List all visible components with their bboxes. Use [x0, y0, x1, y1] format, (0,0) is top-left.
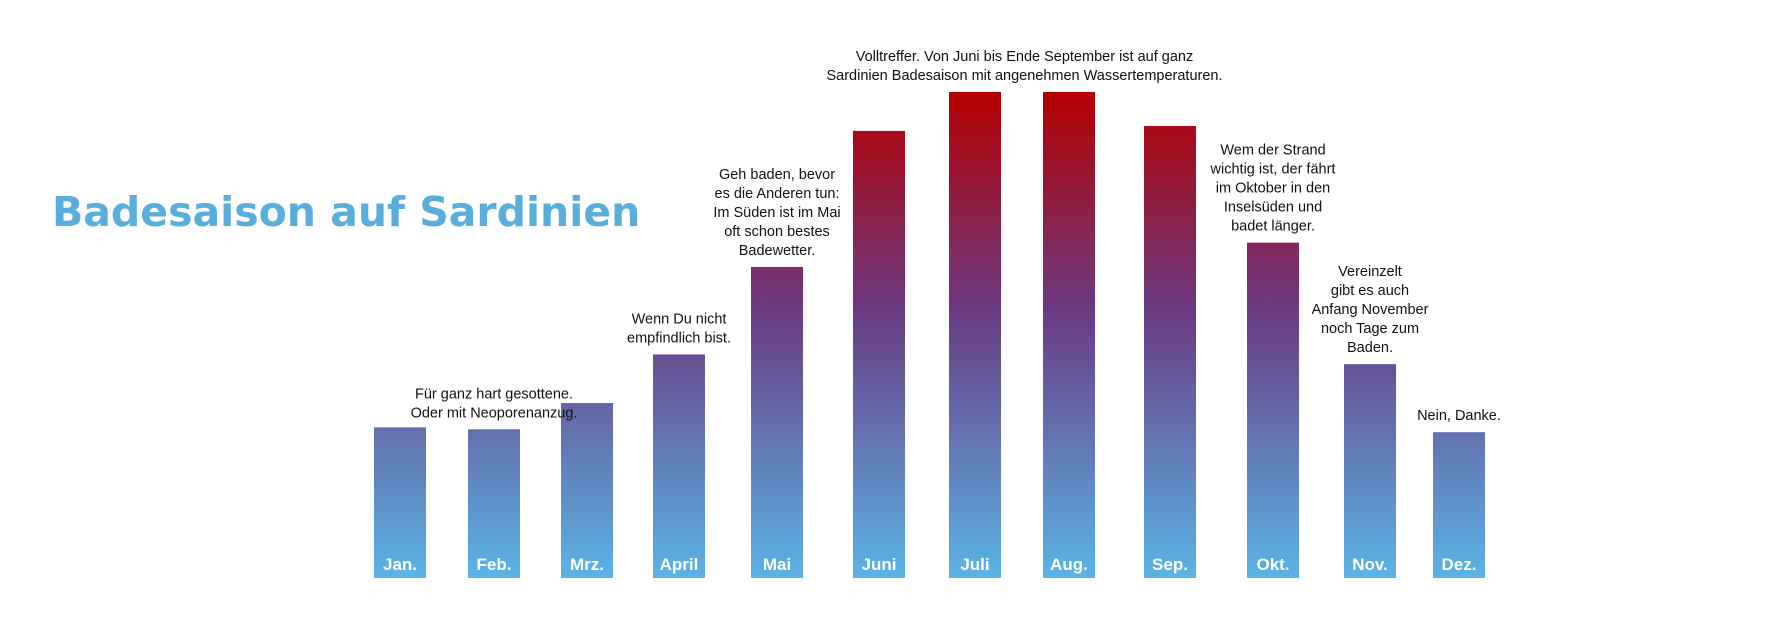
annotation-line: Geh baden, bevor — [719, 167, 835, 183]
month-label-dez: Dez. — [1442, 555, 1477, 574]
bar-mai — [751, 266, 803, 578]
bar-feb — [468, 429, 520, 578]
page-title: Badesaison auf Sardinien — [52, 188, 641, 236]
month-label-aug: Aug. — [1050, 555, 1088, 574]
annotation-nov: Vereinzelt gibt es auch Anfang November noc… — [1312, 264, 1429, 356]
annotation-line: Sardinien Badesaison mit angenehmen Wass… — [826, 68, 1222, 84]
month-label-feb: Feb. — [477, 555, 512, 574]
annotation-mai: Geh baden, bevor es die Anderen tun: Im Sü… — [713, 167, 840, 259]
annotation-line: oft schon bestes — [724, 224, 830, 240]
annotation-okt: Wem der Strand wichtig ist, der fährt im O… — [1210, 143, 1336, 235]
annotation-line: Oder mit Neoporenanzug. — [411, 405, 578, 421]
annotation-line: Wenn Du nicht — [632, 311, 727, 327]
annotation-line: Inselsüden und — [1224, 200, 1322, 216]
month-label-sep: Sep. — [1152, 555, 1188, 574]
bar-dez — [1433, 432, 1485, 578]
bar-okt — [1247, 242, 1299, 578]
annotation-line: badet länger. — [1231, 219, 1315, 235]
annotation-line: es die Anderen tun: — [715, 186, 840, 202]
annotation-line: Baden. — [1347, 340, 1393, 356]
annotation-dez: Nein, Danke. — [1417, 408, 1501, 424]
annotation-line: im Oktober in den — [1216, 181, 1330, 197]
bar-sep — [1144, 126, 1196, 579]
bar-aug — [1043, 92, 1095, 578]
annotations-group: Für ganz hart gesottene. Oder mit Neopore… — [411, 49, 1501, 424]
bars-group — [374, 92, 1485, 579]
annotation-line: Vereinzelt — [1338, 264, 1402, 280]
bar-april — [653, 354, 705, 578]
annotation-juli: Volltreffer. Von Juni bis Ende September… — [826, 49, 1222, 84]
annotation-line: wichtig ist, der fährt — [1210, 162, 1336, 178]
annotation-line: Im Süden ist im Mai — [713, 205, 840, 221]
month-label-jan: Jan. — [383, 555, 417, 574]
annotation-line: empfindlich bist. — [627, 330, 731, 346]
month-label-mrz: Mrz. — [570, 555, 604, 574]
annotation-line: noch Tage zum — [1321, 321, 1419, 337]
annotation-line: Nein, Danke. — [1417, 408, 1501, 424]
month-label-okt: Okt. — [1256, 555, 1289, 574]
month-label-mai: Mai — [763, 555, 791, 574]
annotation-line: Für ganz hart gesottene. — [415, 386, 573, 402]
annotation-line: gibt es auch — [1331, 283, 1409, 299]
bar-nov — [1344, 364, 1396, 578]
month-label-nov: Nov. — [1352, 555, 1388, 574]
bar-juli — [949, 92, 1001, 578]
annotation-feb: Für ganz hart gesottene. Oder mit Neopore… — [411, 386, 578, 421]
month-label-juli: Juli — [960, 555, 989, 574]
annotation-line: Wem der Strand — [1220, 143, 1325, 159]
annotation-line: Badewetter. — [739, 243, 816, 259]
annotation-line: Anfang November — [1312, 302, 1429, 318]
month-labels-group: Jan. Feb. Mrz. April Mai Juni Juli Aug. Sep. Okt.… — [383, 555, 1477, 574]
month-label-april: April — [660, 555, 699, 574]
month-label-juni: Juni — [862, 555, 897, 574]
bar-jan — [374, 427, 426, 578]
annotation-line: Volltreffer. Von Juni bis Ende September… — [856, 49, 1193, 65]
bar-juni — [853, 130, 905, 578]
bar-mrz — [561, 403, 613, 578]
annotation-april: Wenn Du nicht empfindlich bist. — [627, 311, 731, 346]
